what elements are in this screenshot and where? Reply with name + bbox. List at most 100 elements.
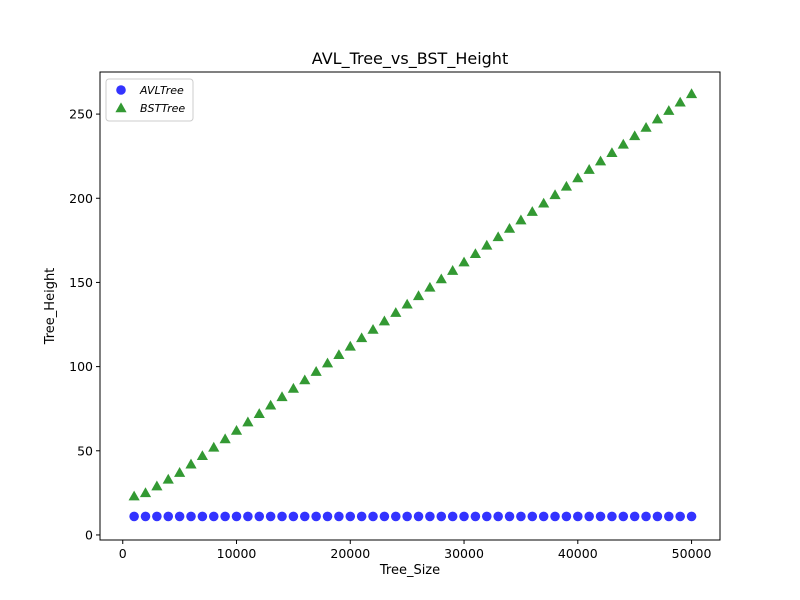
legend-label: AVLTree <box>139 84 184 97</box>
plot-area <box>128 88 698 522</box>
AVLTree-point <box>664 511 674 522</box>
AVLTree-point <box>538 511 549 522</box>
AVLTree-point <box>584 511 594 522</box>
AVLTree-point <box>618 511 629 522</box>
BSTTree-point <box>196 450 208 461</box>
BSTTree-point <box>424 281 436 292</box>
AVLTree-point <box>470 511 481 522</box>
y-tick-label: 250 <box>69 107 93 122</box>
BSTTree-point <box>378 315 391 326</box>
BSTTree-point <box>265 399 277 410</box>
x-tick-label: 50000 <box>672 546 712 561</box>
BSTTree-point <box>469 248 482 259</box>
BSTTree-point <box>685 88 698 99</box>
legend: AVLTree BSTTree <box>105 78 194 122</box>
BSTTree-point <box>139 487 152 498</box>
BSTTree-point <box>651 113 664 124</box>
AVLTree-point <box>197 511 208 522</box>
AVLTree-point <box>345 511 356 522</box>
BSTTree-point <box>333 349 345 360</box>
y-axis-ticks: 0 50 100 150 200 250 <box>69 107 100 542</box>
y-axis-label: Tree_Height <box>43 268 58 346</box>
series-AVLTree <box>129 511 697 522</box>
BSTTree-point <box>674 96 686 107</box>
AVLTree-point <box>152 511 162 522</box>
AVLTree-point <box>550 511 560 522</box>
AVLTree-point <box>220 511 230 522</box>
BSTTree-point <box>287 382 299 393</box>
BSTTree-point <box>276 391 288 402</box>
BSTTree-point <box>219 433 231 444</box>
AVLTree-point <box>163 511 174 522</box>
AVLTree-point <box>447 511 458 522</box>
AVLTree-point <box>652 511 663 522</box>
AVLTree-point <box>174 511 185 522</box>
x-axis-ticks: 0 10000 20000 30000 40000 50000 <box>119 540 712 561</box>
AVLTree-point <box>208 511 219 522</box>
BSTTree-point <box>640 121 652 132</box>
AVLTree-point <box>231 511 242 522</box>
BSTTree-point <box>230 424 243 435</box>
BSTTree-point <box>503 222 516 233</box>
x-tick-label: 20000 <box>330 546 370 561</box>
BSTTree-point <box>435 273 447 284</box>
x-tick-label: 40000 <box>558 546 598 561</box>
AVLTree-point <box>413 511 424 522</box>
AVLTree-point <box>425 511 435 522</box>
AVLTree-point <box>436 511 447 522</box>
AVLTree-point <box>299 511 310 522</box>
BSTTree-point <box>390 307 402 317</box>
BSTTree-point <box>321 357 334 368</box>
axes-frame <box>99 71 721 541</box>
x-tick-label: 30000 <box>444 546 484 561</box>
AVLTree-point <box>607 511 617 522</box>
BSTTree-point <box>663 105 675 115</box>
AVLTree-point <box>243 511 253 522</box>
y-tick-label: 50 <box>77 443 93 458</box>
AVLTree-point <box>186 511 196 522</box>
BSTTree-point <box>538 197 550 208</box>
BSTTree-point <box>356 332 368 343</box>
BSTTree-point <box>174 467 186 477</box>
BSTTree-point <box>253 408 265 418</box>
AVLTree-point <box>368 511 378 522</box>
BSTTree-point <box>162 473 174 484</box>
legend-box <box>105 78 194 122</box>
AVLTree-point <box>516 511 526 522</box>
AVLTree-point <box>493 511 503 522</box>
y-tick-label: 150 <box>69 275 93 290</box>
BSTTree-point <box>367 323 379 334</box>
BSTTree-point <box>310 366 322 376</box>
AVLTree-point <box>481 511 492 522</box>
BSTTree-point <box>617 138 629 149</box>
series-BSTTree <box>128 88 698 501</box>
y-tick-label: 200 <box>69 191 93 206</box>
AVLTree-point <box>561 511 572 522</box>
AVLTree-point <box>288 511 299 522</box>
chart-title: AVL_Tree_vs_BST_Height <box>312 49 508 69</box>
BSTTree-point <box>492 231 504 242</box>
AVLTree-point <box>254 511 265 522</box>
BSTTree-point <box>560 180 573 191</box>
AVLTree-point <box>311 511 321 522</box>
AVLTree-point <box>140 511 151 522</box>
BSTTree-point <box>299 374 311 385</box>
AVLTree-point <box>402 511 412 522</box>
BSTTree-point <box>606 147 618 158</box>
AVLTree-point <box>322 511 333 522</box>
BSTTree-point <box>515 214 527 225</box>
AVLTree-point <box>390 511 401 522</box>
AVLTree-point <box>265 511 276 522</box>
BSTTree-point <box>549 189 561 200</box>
BSTTree-point <box>242 416 254 427</box>
BSTTree-point <box>447 265 459 275</box>
legend-marker-BSTTree <box>115 102 127 113</box>
BSTTree-point <box>629 130 641 141</box>
BSTTree-point <box>208 441 220 452</box>
BSTTree-point <box>481 239 493 250</box>
AVLTree-point <box>675 511 685 522</box>
AVLTree-point <box>641 511 651 522</box>
BSTTree-point <box>344 340 356 351</box>
AVLTree-point <box>459 511 469 522</box>
